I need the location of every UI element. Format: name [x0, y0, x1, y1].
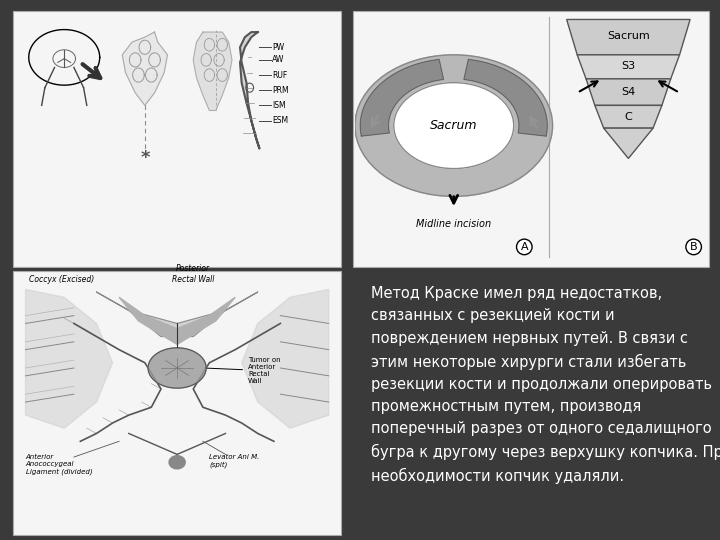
Text: B: B: [690, 242, 698, 252]
Text: A: A: [521, 242, 528, 252]
Polygon shape: [122, 32, 168, 105]
Polygon shape: [360, 59, 444, 136]
Text: *: *: [140, 150, 150, 167]
Text: ESM: ESM: [272, 116, 289, 125]
Text: Sacrum: Sacrum: [430, 119, 477, 132]
Polygon shape: [193, 32, 232, 111]
Text: Anterior
Anococcygeal
Ligament (divided): Anterior Anococcygeal Ligament (divided): [25, 454, 92, 475]
FancyBboxPatch shape: [353, 11, 709, 267]
Text: Метод Краске имел ряд недостатков,
связанных с резекцией кости и
повреждением не: Метод Краске имел ряд недостатков, связа…: [371, 286, 720, 484]
Text: Sacrum: Sacrum: [607, 31, 649, 41]
Polygon shape: [25, 289, 112, 428]
Text: Coccyx (Excised): Coccyx (Excised): [29, 274, 94, 284]
Text: Midline incision: Midline incision: [416, 219, 491, 229]
Polygon shape: [595, 105, 662, 128]
Polygon shape: [240, 32, 259, 148]
Text: S4: S4: [621, 87, 636, 97]
Text: S3: S3: [621, 61, 636, 71]
Text: Tumor on
Anterior
Rectal
Wall: Tumor on Anterior Rectal Wall: [206, 357, 281, 384]
Text: PRM: PRM: [272, 86, 289, 94]
Text: ISM: ISM: [272, 101, 286, 110]
FancyBboxPatch shape: [13, 11, 341, 267]
Circle shape: [394, 83, 514, 168]
Polygon shape: [119, 297, 235, 345]
Polygon shape: [242, 289, 329, 428]
Polygon shape: [169, 456, 185, 469]
Text: Posterior
Rectal Wall: Posterior Rectal Wall: [172, 264, 215, 284]
Text: RUF: RUF: [272, 71, 287, 79]
Text: Levator Ani M.
(spit): Levator Ani M. (spit): [210, 454, 260, 468]
Polygon shape: [464, 59, 547, 136]
Text: PW: PW: [272, 43, 284, 52]
Text: AW: AW: [272, 56, 284, 64]
FancyBboxPatch shape: [13, 271, 341, 535]
Polygon shape: [577, 55, 680, 79]
Polygon shape: [567, 19, 690, 55]
Circle shape: [355, 55, 552, 197]
Polygon shape: [96, 292, 258, 336]
Text: C: C: [624, 112, 632, 122]
Polygon shape: [586, 79, 671, 105]
Polygon shape: [603, 128, 653, 158]
Polygon shape: [148, 348, 206, 388]
